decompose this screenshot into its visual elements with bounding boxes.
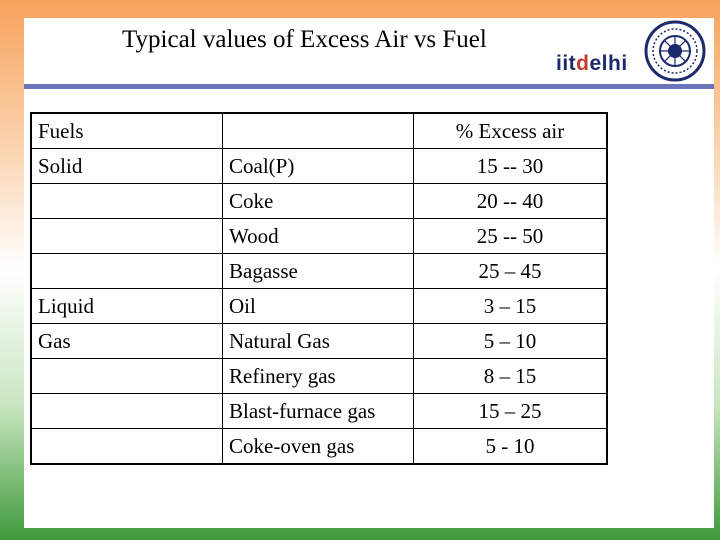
header-cell: Fuels [30, 112, 223, 149]
table-row: Gas Natural Gas 5 – 10 [30, 323, 608, 359]
table-header-row: Fuels % Excess air [30, 112, 608, 149]
fuel-name-cell: Natural Gas [222, 323, 414, 359]
table-row: Bagasse 25 – 45 [30, 253, 608, 289]
table-row: Coke 20 -- 40 [30, 183, 608, 219]
table-row: Coke-oven gas 5 - 10 [30, 428, 608, 465]
header-divider [24, 84, 714, 89]
table-row: Refinery gas 8 – 15 [30, 358, 608, 394]
excess-air-cell: 15 -- 30 [413, 148, 608, 184]
logo-text-d: d [576, 52, 590, 75]
fuel-name-cell: Blast-furnace gas [222, 393, 414, 429]
excess-air-cell: 15 – 25 [413, 393, 608, 429]
fuel-category-cell: Solid [30, 148, 223, 184]
iitdelhi-logo-text: iitdelhi [556, 52, 628, 76]
excess-air-cell: 5 – 10 [413, 323, 608, 359]
fuel-category-cell [30, 218, 223, 254]
fuel-category-cell [30, 358, 223, 394]
table-row: Liquid Oil 3 – 15 [30, 288, 608, 324]
fuel-category-cell [30, 253, 223, 289]
fuel-name-cell: Oil [222, 288, 414, 324]
fuel-name-cell: Coal(P) [222, 148, 414, 184]
iit-delhi-emblem-icon [644, 20, 706, 82]
logo-text-iit: iit [556, 52, 577, 75]
excess-air-cell: 20 -- 40 [413, 183, 608, 219]
header-cell [222, 112, 414, 149]
logo-text-elhi: elhi [589, 52, 628, 75]
excess-air-cell: 25 – 45 [413, 253, 608, 289]
excess-air-cell: 3 – 15 [413, 288, 608, 324]
excess-air-table: Fuels % Excess air Solid Coal(P) 15 -- 3… [30, 112, 608, 465]
fuel-category-cell: Liquid [30, 288, 223, 324]
fuel-category-cell: Gas [30, 323, 223, 359]
table-row: Blast-furnace gas 15 – 25 [30, 393, 608, 429]
fuel-name-cell: Coke-oven gas [222, 428, 414, 465]
fuel-category-cell [30, 393, 223, 429]
slide-title: Typical values of Excess Air vs Fuel [122, 26, 487, 53]
excess-air-cell: 8 – 15 [413, 358, 608, 394]
fuel-name-cell: Bagasse [222, 253, 414, 289]
table-row: Solid Coal(P) 15 -- 30 [30, 148, 608, 184]
excess-air-cell: 25 -- 50 [413, 218, 608, 254]
fuel-category-cell [30, 183, 223, 219]
fuel-name-cell: Coke [222, 183, 414, 219]
table-row: Wood 25 -- 50 [30, 218, 608, 254]
fuel-category-cell [30, 428, 223, 465]
fuel-name-cell: Wood [222, 218, 414, 254]
excess-air-cell: 5 - 10 [413, 428, 608, 465]
header-cell: % Excess air [413, 112, 608, 149]
fuel-name-cell: Refinery gas [222, 358, 414, 394]
